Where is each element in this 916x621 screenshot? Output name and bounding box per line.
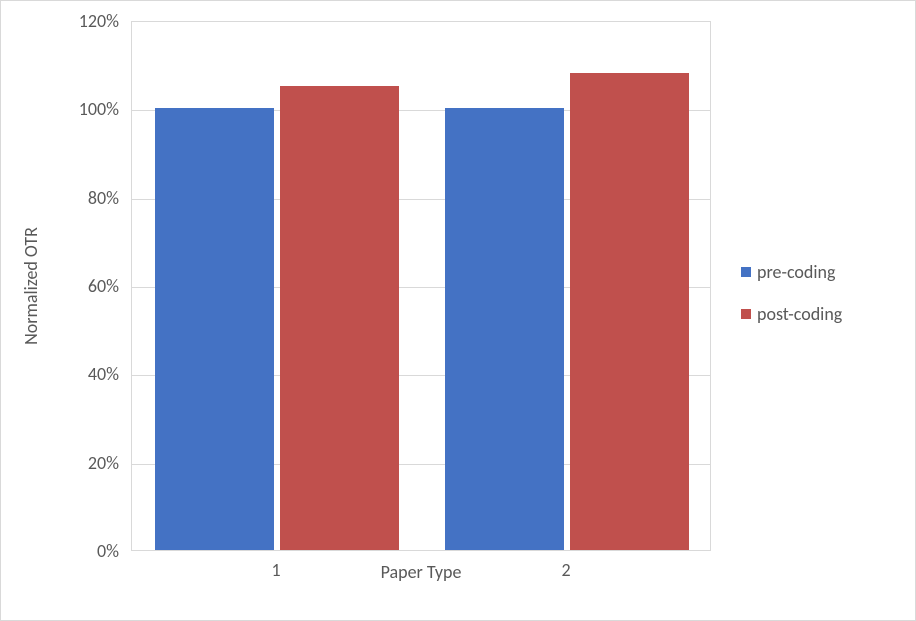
legend-swatch [741, 267, 751, 277]
y-tick-label: 60% [88, 275, 119, 297]
bar [445, 108, 564, 550]
y-tick-label: 100% [79, 98, 119, 120]
plot-area [131, 21, 711, 551]
y-tick-label: 20% [88, 452, 119, 474]
bar [570, 73, 689, 550]
legend: pre-coding post-coding [741, 261, 842, 325]
legend-item: pre-coding [741, 261, 842, 283]
x-tick-label: 2 [561, 559, 570, 581]
y-tick-label: 40% [88, 363, 119, 385]
y-tick-label: 120% [79, 10, 119, 32]
legend-item: post-coding [741, 303, 842, 325]
bar [280, 86, 399, 550]
legend-swatch [741, 309, 751, 319]
y-tick-label: 80% [88, 187, 119, 209]
legend-label: pre-coding [757, 261, 835, 283]
x-axis-title: Paper Type [381, 561, 462, 583]
x-tick-label: 1 [271, 559, 280, 581]
chart-frame: 0% 20% 40% 60% 80% 100% 120% Normalized OTR 1 2… [0, 0, 916, 621]
bar [155, 108, 274, 550]
y-tick-label: 0% [97, 540, 119, 562]
legend-label: post-coding [757, 303, 842, 325]
y-axis-title: Normalized OTR [20, 227, 42, 345]
